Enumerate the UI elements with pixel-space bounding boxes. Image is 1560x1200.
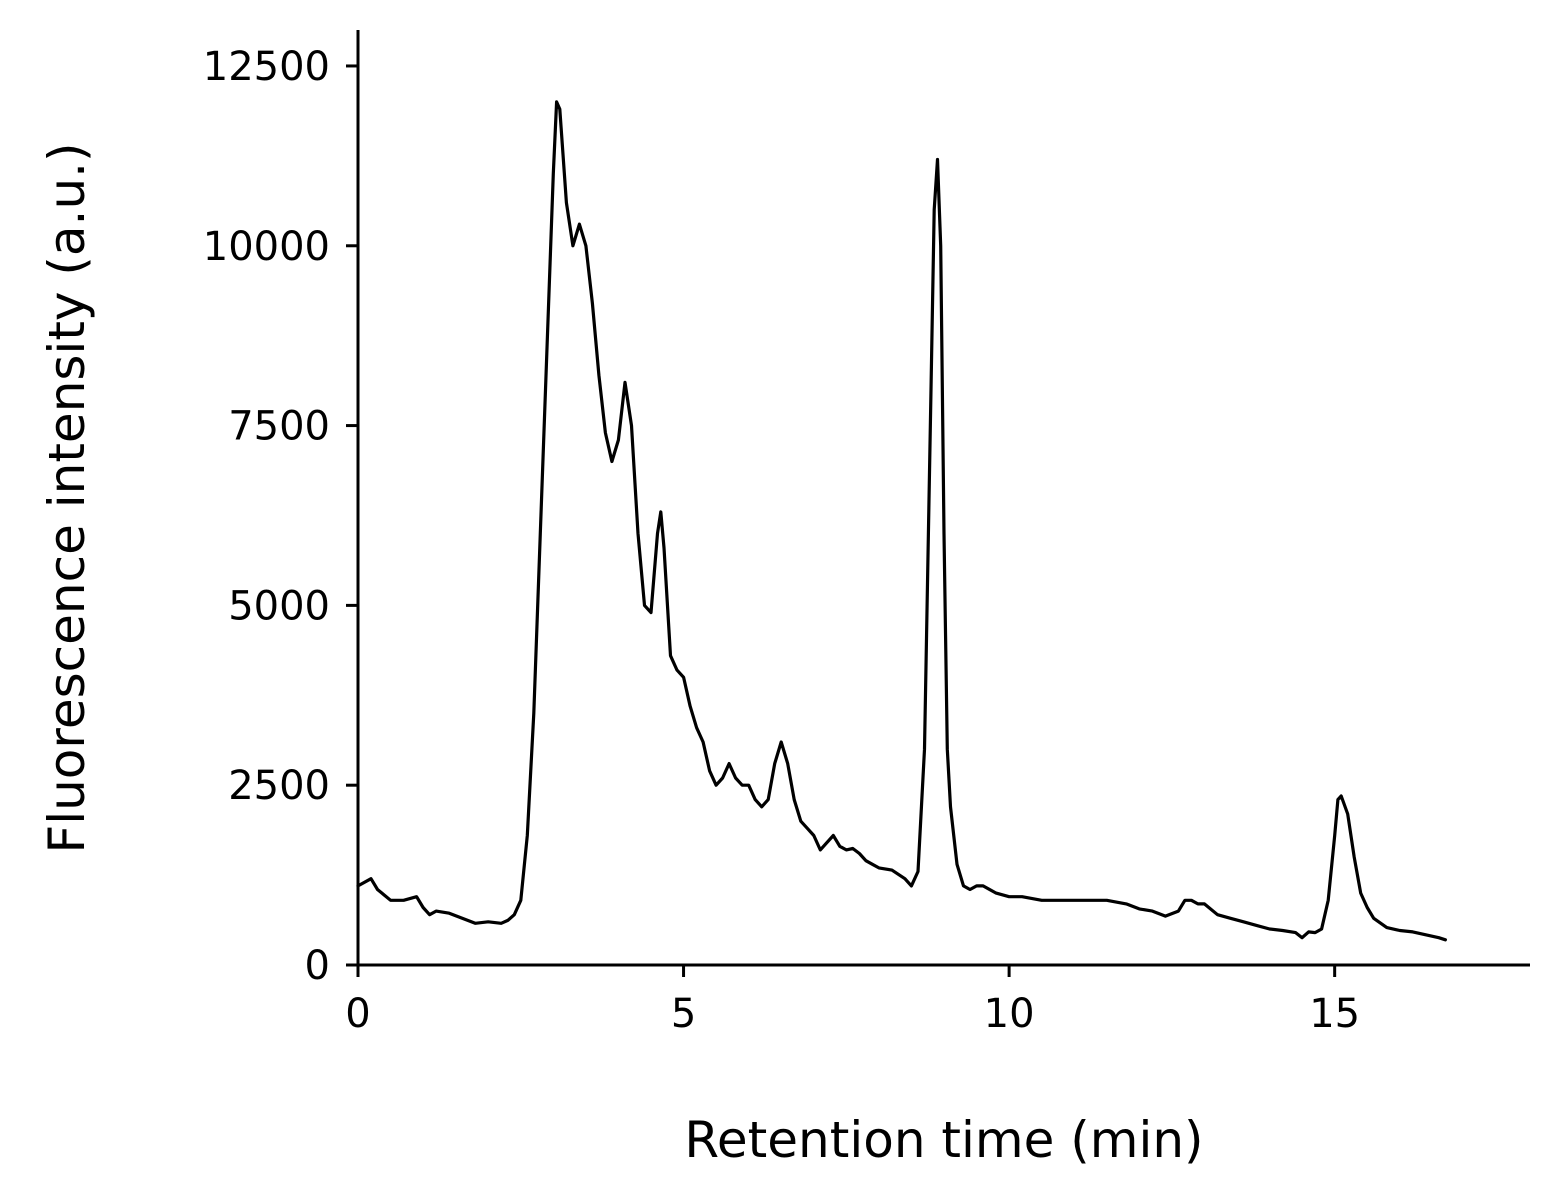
- y-tick-label: 7500: [228, 404, 330, 450]
- plot-area: [356, 100, 1448, 942]
- x-ticks: 0 5 10 15: [345, 965, 1360, 1037]
- y-tick-label: 5000: [228, 583, 330, 629]
- y-tick-label: 0: [305, 943, 330, 989]
- x-tick-label: 0: [345, 991, 370, 1037]
- x-tick-label: 15: [1309, 991, 1360, 1037]
- y-axis-label: Fluorescence intensity (a.u.): [38, 142, 96, 853]
- y-tick-label: 10000: [203, 224, 330, 270]
- x-tick-label: 10: [984, 991, 1035, 1037]
- y-ticks: 0 2500 5000 7500 10000 12500: [203, 44, 358, 989]
- x-axis-label: Retention time (min): [684, 1111, 1203, 1169]
- y-tick-label: 12500: [203, 44, 330, 90]
- x-tick-label: 5: [671, 991, 696, 1037]
- chromatogram-trace-line: [356, 100, 1448, 942]
- y-tick-label: 2500: [228, 763, 330, 809]
